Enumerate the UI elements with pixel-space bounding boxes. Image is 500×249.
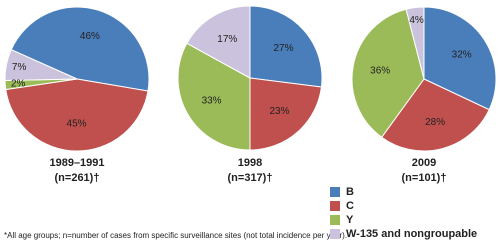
pie-slice [5,78,149,152]
slice-label: 23% [270,106,290,117]
pie-slice [423,6,497,111]
pie-slice [351,8,425,138]
pie-slice [249,77,322,151]
slice-label: 32% [452,50,472,61]
pie-slice [186,5,251,79]
slice-label: 36% [370,65,390,76]
legend-swatch [330,201,340,211]
pie-slice [4,49,78,82]
legend-swatch [330,187,340,197]
pie-slice [177,42,251,151]
legend-swatch [330,215,340,225]
pie-slice [405,6,425,80]
legend-label: B [346,186,354,198]
slice-label: 27% [273,43,293,54]
pie-subtitle: (n=261)† [55,172,100,184]
slice-label: 28% [425,117,445,128]
pie-slice [249,5,323,88]
legend-label: Y [346,214,354,226]
legend-label: W-135 and nongroupable [346,228,477,240]
slice-label: 46% [80,31,100,42]
pie-slice [10,6,150,92]
pie-title: 1998 [238,157,262,169]
legend-label: C [346,200,354,212]
slice-label: 33% [202,95,222,106]
pie-slice [380,78,490,152]
pie-title: 2009 [412,157,436,169]
pie-subtitle: (n=317)† [228,172,273,184]
slice-label: 2% [11,79,26,90]
footnote: *All age groups; n=number of cases from … [4,231,347,240]
slice-label: 17% [217,34,237,45]
legend-swatch [330,229,340,239]
slice-label: 45% [67,118,87,129]
pie-subtitle: (n=101)† [402,172,447,184]
pie-title: 1989–1991 [49,157,104,169]
slice-label: 7% [12,62,27,73]
slice-label: 4% [409,15,424,26]
